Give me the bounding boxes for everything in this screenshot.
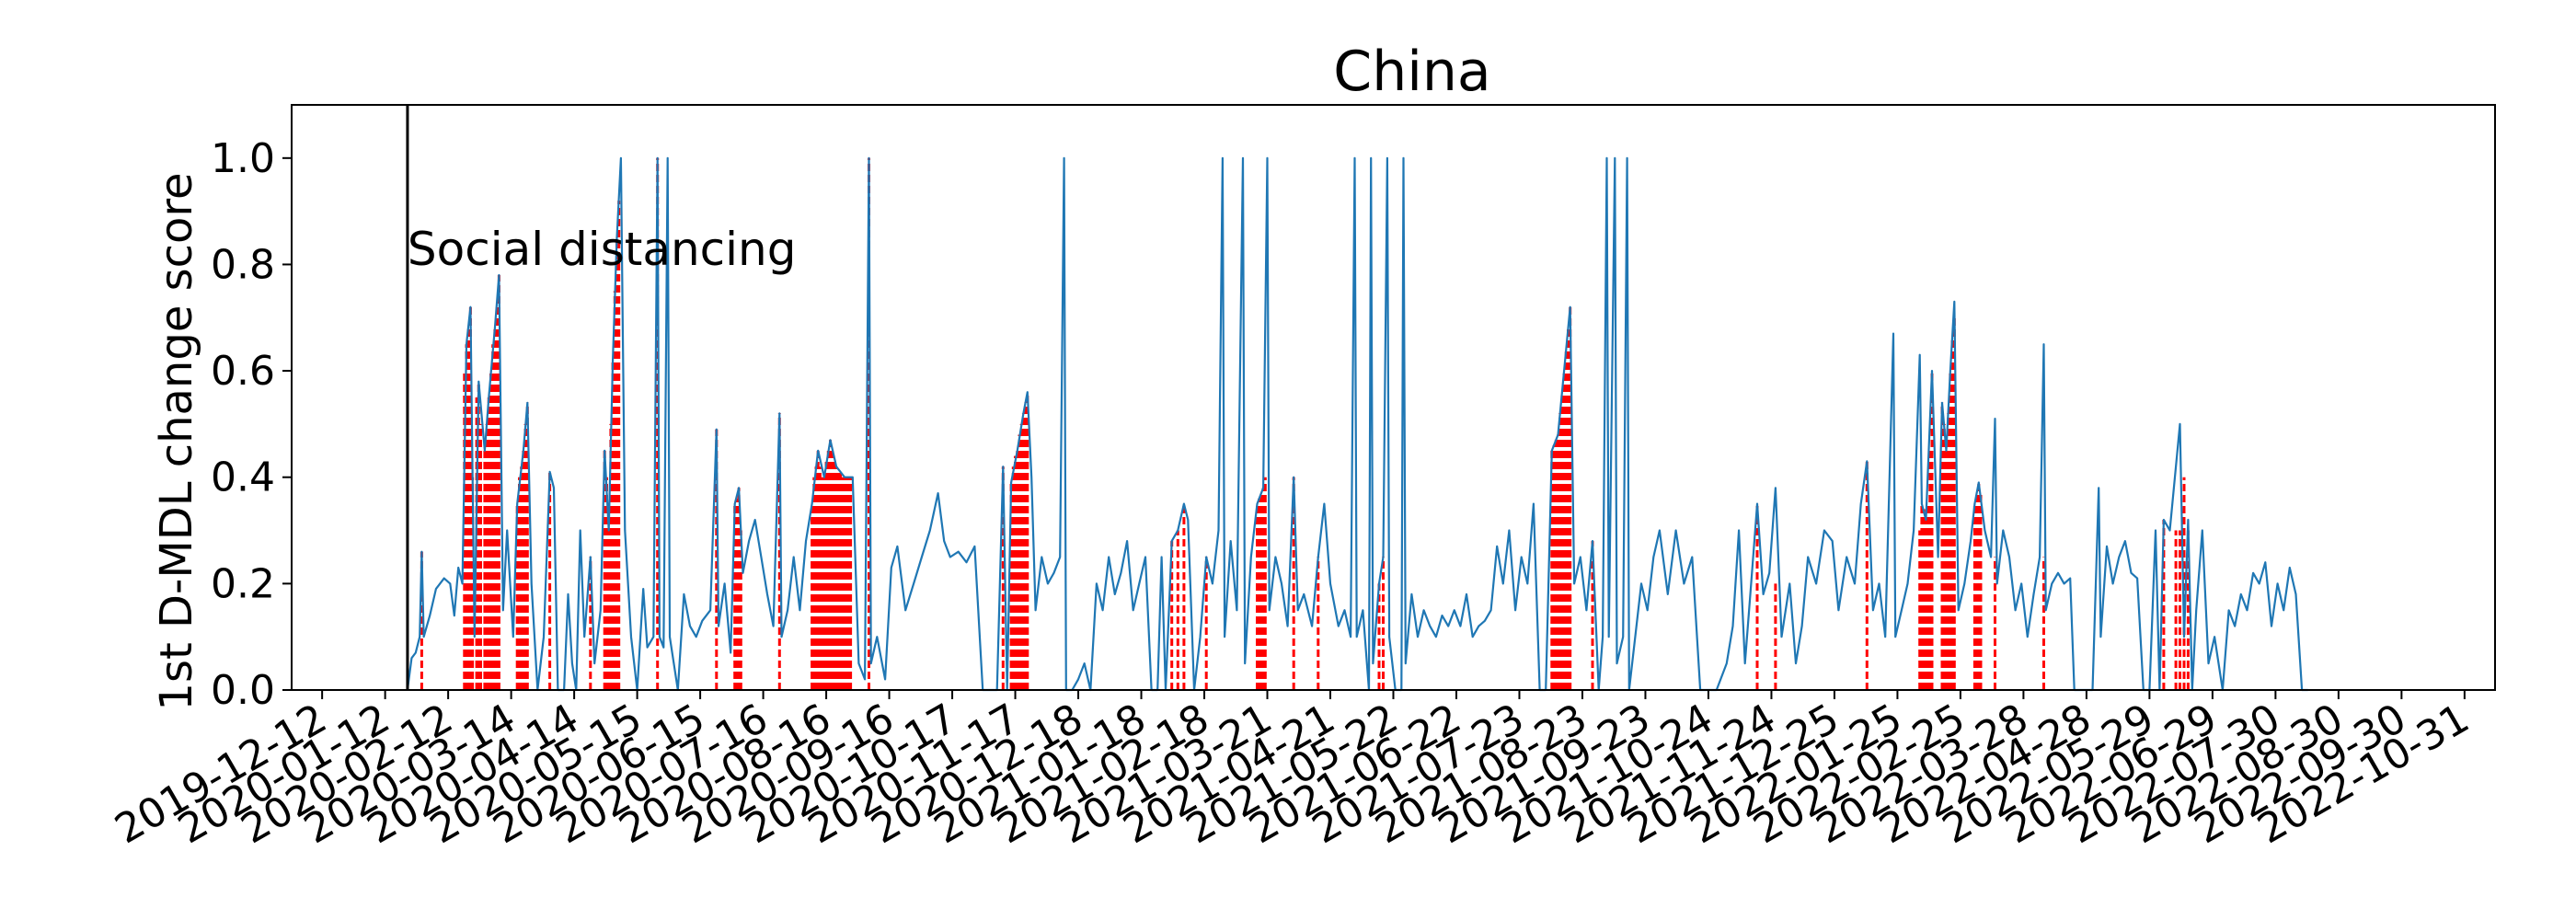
series-line-0 [406,156,2308,692]
y-tick-label-4: 0.8 [211,241,275,288]
x-axis: 2019-12-122020-01-122020-02-122020-03-14… [108,690,2477,853]
plot-frame [291,104,2496,691]
y-tick-label-3: 0.6 [211,348,275,395]
alarm-layer [420,157,2190,690]
y-tick-label-5: 1.0 [211,135,275,182]
chart-title: China [1333,40,1490,104]
y-tick-label-0: 0.0 [211,667,275,714]
annotation-text: Social distancing [408,223,797,276]
annotation-layer: Social distancing [406,105,797,690]
y-axis: 0.0 0.2 0.4 0.6 0.8 1.0 [211,135,292,714]
y-tick-label-2: 0.4 [211,454,275,501]
y-axis-label: 1st D-MDL change score [151,172,202,710]
line-layer [406,156,2308,692]
y-tick-label-1: 0.2 [211,560,275,607]
